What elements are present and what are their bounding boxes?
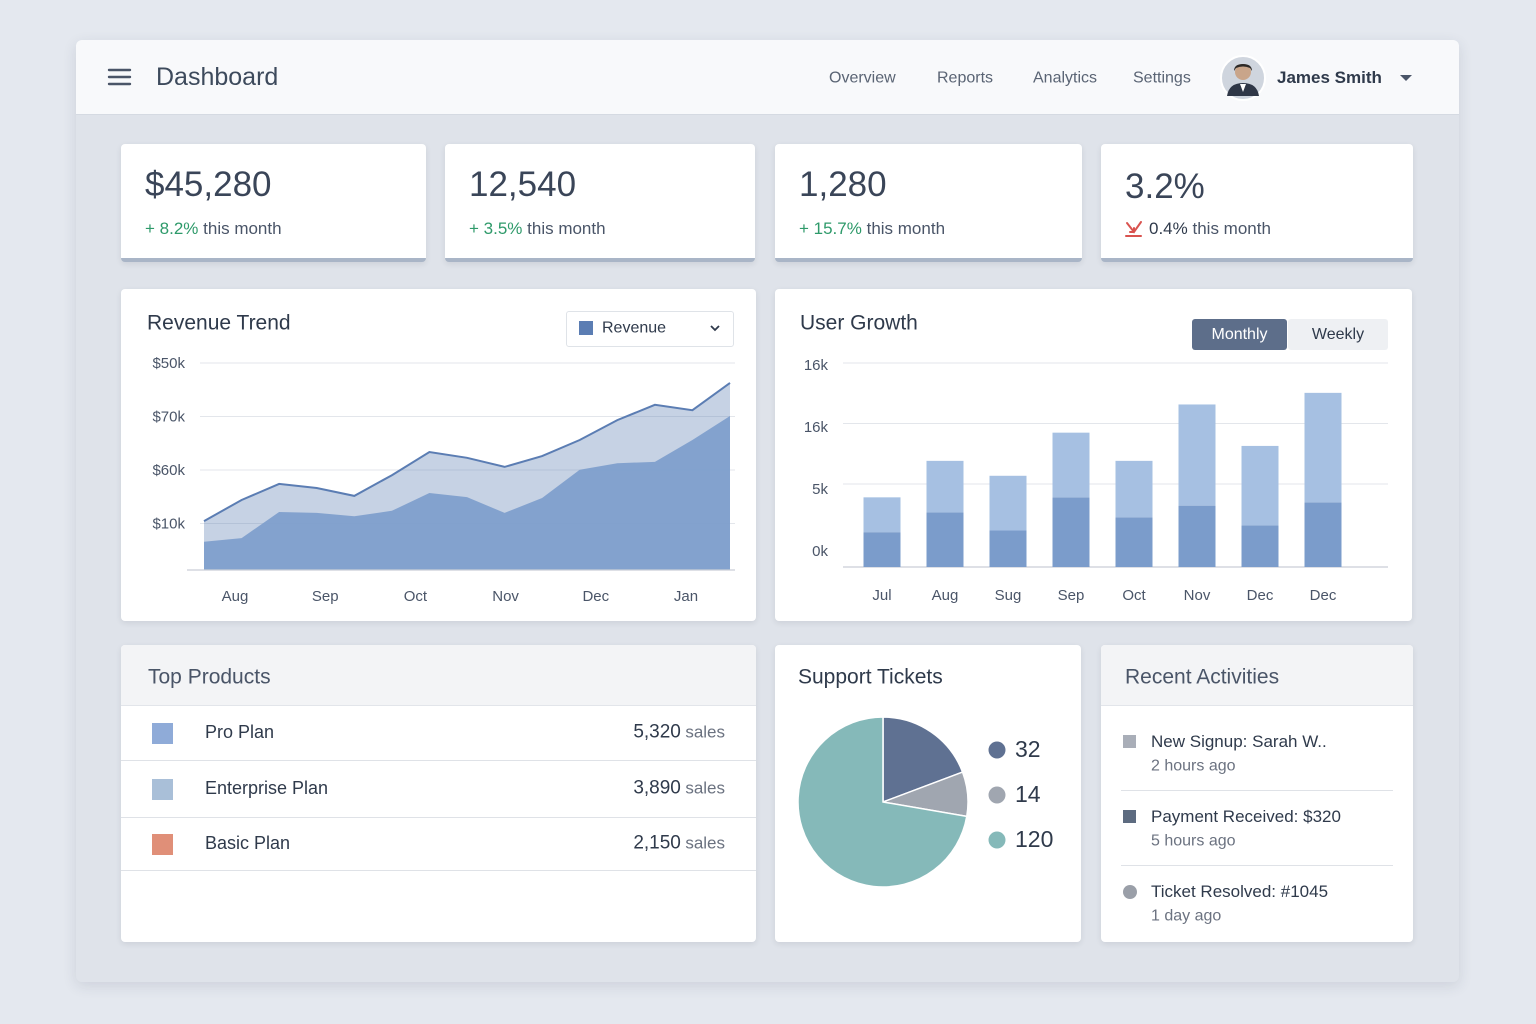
nav-link[interactable]: Reports <box>937 69 994 87</box>
page-title: Dashboard <box>156 63 279 91</box>
kpi-change-row: + 8.2% this month <box>145 219 282 239</box>
card-title: User Growth <box>800 311 918 335</box>
row-divider <box>121 817 756 818</box>
kpi-change-row: + 3.5% this month <box>469 219 606 239</box>
product-name: Pro Plan <box>205 722 275 743</box>
product-swatch <box>152 779 173 800</box>
legend-label: Revenue <box>602 319 667 337</box>
sales-count: 3,890 <box>633 777 681 799</box>
activity-marker <box>1123 735 1136 748</box>
row-divider <box>1121 790 1393 791</box>
activity-time: 1 day ago <box>1151 907 1222 925</box>
card-title: Recent Activities <box>1125 665 1280 689</box>
product-swatch <box>152 723 173 744</box>
row-divider <box>121 760 756 761</box>
product-sales: 5,320 sales <box>633 722 725 745</box>
activity-text: Payment Received: $320 <box>1151 806 1341 826</box>
card-title: Support Tickets <box>798 665 943 689</box>
kpi-card <box>445 144 755 262</box>
kpi-card <box>1101 144 1413 262</box>
activity-marker <box>1123 885 1137 899</box>
activity-time: 2 hours ago <box>1151 757 1236 775</box>
nav-link[interactable]: Settings <box>1133 69 1191 87</box>
sales-count: 5,320 <box>633 721 681 743</box>
product-swatch <box>152 834 173 855</box>
product-sales: 2,150 sales <box>633 833 725 856</box>
nav-link[interactable]: Overview <box>829 69 896 87</box>
product-name: Basic Plan <box>205 833 291 854</box>
card-title: Revenue Trend <box>147 311 291 335</box>
kpi-value: 1,280 <box>799 165 887 204</box>
activity-time: 5 hours ago <box>1151 832 1236 850</box>
user-name[interactable]: James Smith <box>1277 67 1382 87</box>
kpi-change-row: 0.4% this month <box>1149 219 1271 239</box>
card-title: Top Products <box>148 665 271 689</box>
toggle-button[interactable]: Monthly <box>1192 319 1287 350</box>
kpi-value: $45,280 <box>145 165 272 204</box>
kpi-period: this month <box>1192 218 1271 238</box>
top-bar <box>76 40 1459 115</box>
activity-text: New Signup: Sarah W.. <box>1151 731 1327 751</box>
legend-swatch <box>579 321 593 335</box>
nav-link[interactable]: Analytics <box>1033 69 1098 87</box>
product-sales: 3,890 sales <box>633 778 725 801</box>
kpi-period: this month <box>527 218 606 238</box>
activity-marker <box>1123 810 1136 823</box>
card-header <box>1101 645 1413 706</box>
card-header <box>121 645 756 706</box>
kpi-period: this month <box>203 218 282 238</box>
row-divider <box>1121 865 1393 866</box>
sales-count: 2,150 <box>633 832 681 854</box>
kpi-change: + 8.2% <box>145 218 199 238</box>
kpi-card <box>775 144 1082 262</box>
kpi-period: this month <box>866 218 946 238</box>
series-dropdown[interactable] <box>566 311 734 347</box>
sales-unit: sales <box>685 833 725 853</box>
row-divider <box>121 870 756 871</box>
kpi-value: 12,540 <box>469 165 577 204</box>
sales-unit: sales <box>685 722 725 742</box>
sales-unit: sales <box>685 778 725 798</box>
kpi-change: + 3.5% <box>469 218 523 238</box>
kpi-value: 3.2% <box>1125 167 1205 206</box>
product-name: Enterprise Plan <box>205 778 329 799</box>
activity-text: Ticket Resolved: #1045 <box>1151 881 1329 901</box>
kpi-change-row: + 15.7% this month <box>799 219 945 239</box>
kpi-card <box>121 144 426 262</box>
toggle-button[interactable]: Weekly <box>1288 319 1388 350</box>
kpi-change: 0.4% <box>1149 218 1188 238</box>
kpi-change: + 15.7% <box>799 218 862 238</box>
